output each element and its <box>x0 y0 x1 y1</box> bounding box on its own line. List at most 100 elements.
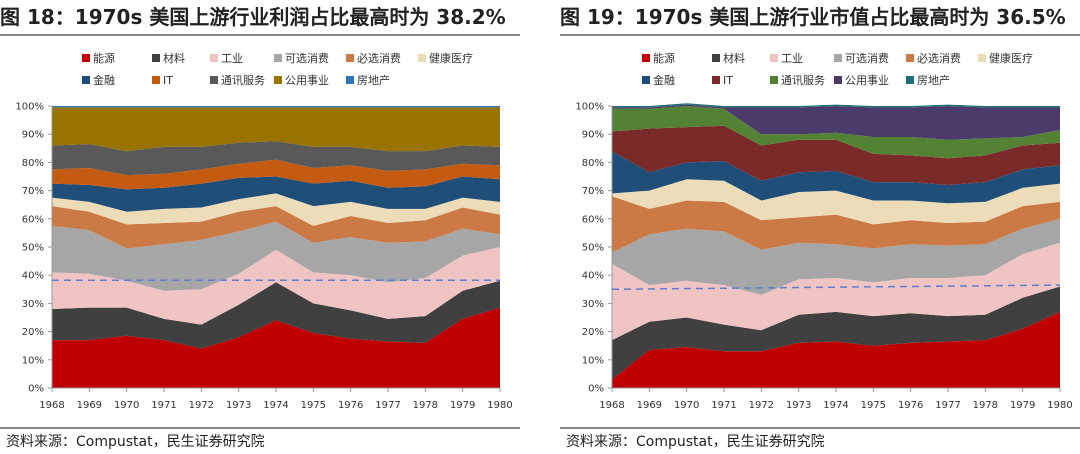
legend-label: 可选消费 <box>285 51 329 65</box>
legend-swatch <box>274 54 282 62</box>
y-tick-label: 100% <box>575 102 604 113</box>
legend-swatch <box>274 76 282 84</box>
legend-swatch <box>152 54 160 62</box>
area-工业 <box>52 247 500 325</box>
legend-swatch <box>82 76 90 84</box>
source-note: 资料来源：Compustat，民生证券研究院 <box>6 434 265 450</box>
area-健康医疗 <box>612 179 1060 225</box>
x-tick-label: 1974 <box>263 400 288 411</box>
chart-title: 图 19：1970s 美国上游行业市值占比最高时为 36.5% <box>560 5 1066 29</box>
y-tick-label: 10% <box>22 355 44 366</box>
area-金融 <box>612 151 1060 204</box>
area-公用事业 <box>52 107 500 152</box>
left-chart-panel: 图 18：1970s 美国上游行业利润占比最高时为 38.2% 能源 材料 工业 可选… <box>0 0 520 454</box>
y-tick-label: 30% <box>22 299 44 310</box>
legend-label: 通讯服务 <box>221 74 265 87</box>
title-divider <box>560 34 1080 36</box>
reference-dashed-line <box>611 284 1061 291</box>
y-tick-label: 20% <box>22 327 44 338</box>
legend-swatch <box>642 54 650 62</box>
right-chart-panel: 图 19：1970s 美国上游行业市值占比最高时为 36.5% 能源 材料 工业 可选… <box>560 0 1080 454</box>
legend-label: 工业 <box>781 52 803 65</box>
y-tick-label: 80% <box>22 158 44 169</box>
legend-swatch <box>712 76 720 84</box>
legend-label: 健康医疗 <box>989 51 1033 65</box>
legend-label: IT <box>723 74 733 87</box>
legend-swatch <box>418 54 426 62</box>
x-tick-label: 1977 <box>935 400 960 411</box>
x-tick-label: 1968 <box>599 400 624 411</box>
x-tick-label: 1979 <box>1010 400 1035 411</box>
source-divider <box>560 427 1080 429</box>
x-tick-label: 1978 <box>973 400 998 411</box>
y-tick-label: 80% <box>582 158 604 169</box>
source-divider <box>0 427 520 429</box>
area-可选消费 <box>52 221 500 291</box>
legend-label: 材料 <box>163 51 185 65</box>
legend-swatch <box>642 76 650 84</box>
x-tick-label: 1970 <box>674 400 699 411</box>
legend-label: 金融 <box>93 73 115 87</box>
title-divider <box>0 34 520 36</box>
y-tick-label: 60% <box>582 214 604 225</box>
legend-label: IT <box>163 74 173 87</box>
legend-label: 通讯服务 <box>781 74 825 87</box>
y-tick-label: 40% <box>22 271 44 282</box>
y-tick-label: 70% <box>22 186 44 197</box>
y-tick-label: 40% <box>582 271 604 282</box>
legend-swatch <box>712 54 720 62</box>
legend-swatch <box>834 54 842 62</box>
area-可选消费 <box>612 218 1060 295</box>
legend-label: 公用事业 <box>285 74 329 87</box>
x-tick-label: 1971 <box>711 400 736 411</box>
legend-swatch <box>346 54 354 62</box>
x-tick-label: 1973 <box>786 400 811 411</box>
y-tick-label: 70% <box>582 186 604 197</box>
y-tick-label: 50% <box>22 243 44 254</box>
y-tick-label: 0% <box>28 384 44 395</box>
x-tick-label: 1969 <box>77 400 102 411</box>
legend-label: 工业 <box>221 52 243 65</box>
source-note: 资料来源：Compustat，民生证券研究院 <box>566 434 825 450</box>
area-必选消费 <box>612 196 1060 253</box>
y-tick-label: 90% <box>582 130 604 141</box>
legend-swatch <box>210 54 218 62</box>
y-tick-label: 100% <box>15 102 44 113</box>
area-必选消费 <box>52 206 500 249</box>
legend-swatch <box>82 54 90 62</box>
area-金融 <box>52 176 500 212</box>
y-tick-label: 0% <box>588 384 604 395</box>
x-tick-label: 1970 <box>114 400 139 411</box>
x-tick-label: 1976 <box>338 400 363 411</box>
x-tick-label: 1980 <box>1047 400 1072 411</box>
legend-label: 必选消费 <box>357 51 401 65</box>
legend-label: 房地产 <box>357 73 390 87</box>
x-tick-label: 1980 <box>487 400 512 411</box>
x-tick-label: 1972 <box>749 400 774 411</box>
x-tick-label: 1972 <box>189 400 214 411</box>
x-tick-label: 1978 <box>413 400 438 411</box>
legend-swatch <box>834 76 842 84</box>
y-tick-label: 10% <box>582 355 604 366</box>
chart-title: 图 18：1970s 美国上游行业利润占比最高时为 38.2% <box>0 5 506 29</box>
x-tick-label: 1975 <box>861 400 886 411</box>
legend-swatch <box>346 76 354 84</box>
x-tick-label: 1974 <box>823 400 848 411</box>
area-健康医疗 <box>52 193 500 226</box>
area-能源 <box>612 311 1060 388</box>
legend-swatch <box>770 54 778 62</box>
x-tick-label: 1973 <box>226 400 251 411</box>
area-通讯服务 <box>612 106 1060 159</box>
legend-label: 健康医疗 <box>429 51 473 65</box>
y-tick-label: 90% <box>22 130 44 141</box>
legend-label: 能源 <box>653 51 675 65</box>
area-材料 <box>612 286 1060 380</box>
area-IT <box>612 125 1060 185</box>
x-tick-label: 1979 <box>450 400 475 411</box>
legend-swatch <box>770 76 778 84</box>
y-tick-label: 50% <box>582 243 604 254</box>
area-IT <box>52 159 500 190</box>
y-tick-label: 30% <box>582 299 604 310</box>
area-公用事业 <box>612 104 1060 140</box>
